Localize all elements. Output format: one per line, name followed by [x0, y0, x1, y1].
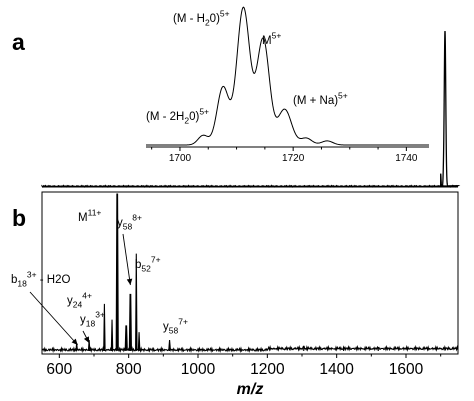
annotation-arrow-head	[126, 278, 133, 285]
panel-b-peak-label: y587+	[163, 317, 188, 336]
x-tick-label: 1600	[389, 361, 424, 378]
inset: 1700 1720 1740 (M - 2H20)5+(M - H20)5+M5+(…	[146, 6, 429, 164]
inset-tick-label: 1720	[282, 153, 305, 164]
x-tick-label: 1400	[319, 361, 354, 378]
annotation-arrow-line	[29, 291, 79, 346]
panel-a	[41, 30, 461, 188]
panel-b-peak-label: y183+	[80, 310, 105, 329]
inset-ticks: 1700 1720 1740	[151, 147, 418, 164]
inset-peak-label: M5+	[262, 31, 281, 48]
panel-a-letter: a	[12, 29, 25, 55]
x-tick-label: 800	[116, 361, 142, 378]
annotation-arrow-line	[122, 233, 131, 286]
x-axis-label: m/z	[237, 381, 264, 398]
inset-peak-label: (M + Na)5+	[293, 91, 348, 108]
annotation-arrow-head	[71, 338, 78, 345]
inset-annotations: (M - 2H20)5+ (M - H20)5+ M5+ (M + Na)5+	[146, 9, 348, 126]
panel-b-peak-label: b527+	[135, 255, 161, 274]
inset-peak-label: (M - 2H20)5+	[146, 107, 209, 126]
panel-b-peak-label: y588+	[117, 213, 142, 232]
panel-b-spectrum-trace	[41, 193, 459, 354]
inset-tick-label: 1740	[395, 153, 418, 164]
x-tick-label: 600	[46, 361, 72, 378]
inset-peak-label: (M - H20)5+	[173, 9, 230, 28]
panel-b-letter: b	[12, 205, 26, 231]
panel-a-spectrum-trace	[41, 30, 461, 188]
panel-b-peak-label: M11+	[78, 208, 101, 225]
panel-b-peak-label: y244+	[67, 291, 92, 310]
x-tick-label: 1200	[250, 361, 285, 378]
panel-b-plot-frame	[41, 191, 459, 355]
panel-b-peak-label: b183+ - H2O	[11, 270, 70, 289]
inset-spectrum-trace	[146, 6, 429, 146]
panel-b: 600 800 1000 1200 1400 1600 M11+ y588+ b527+ b18…	[11, 191, 459, 398]
inset-tick-label: 1700	[169, 153, 192, 164]
panel-b-x-ticks: 600 800 1000 1200 1400 1600	[46, 354, 442, 378]
annotation-arrow-head	[83, 336, 90, 343]
panel-b-annotations: M11+ y588+ b527+ b183+ - H2O y244+y183+ y587+	[11, 208, 188, 346]
x-tick-label: 1000	[181, 361, 216, 378]
